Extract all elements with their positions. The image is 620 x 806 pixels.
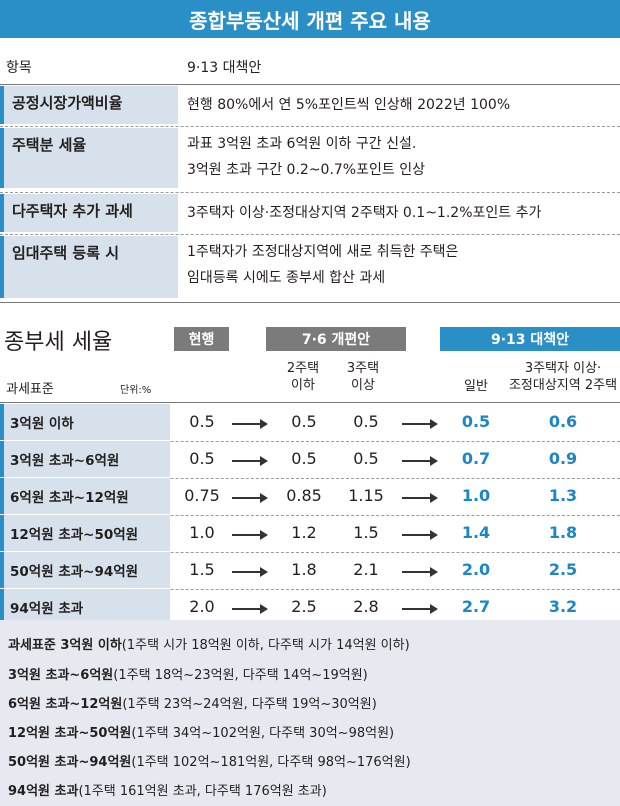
note-item: 3억원 초과~6억원(1주택 18억~23억원, 다주택 14억~19억원) — [8, 668, 368, 683]
divider — [0, 441, 620, 442]
summary-row-desc: 임대등록 시에도 종부세 합산 과세 — [187, 270, 386, 286]
arrow-right-icon — [232, 456, 268, 466]
note-item: 과세표준 3억원 이하(1주택 시가 18억원 이하, 다주택 시가 14억원 … — [8, 638, 410, 653]
rate-current: 1.0 — [189, 523, 215, 542]
summary-row-desc: 3주택자 이상·조정대상지역 2주택자 0.1~1.2%포인트 추가 — [187, 205, 542, 221]
rate-row-label: 3억원 이하 — [0, 404, 170, 440]
rate-7-6-2house: 1.2 — [291, 523, 317, 542]
rate-9-13-multi: 1.8 — [548, 523, 578, 542]
rate-9-13-multi: 3.2 — [548, 597, 578, 616]
divider — [0, 126, 620, 127]
rate-current: 2.0 — [189, 597, 215, 616]
summary-row-desc: 과표 3억원 초과 6억원 이하 구간 신설. — [187, 136, 417, 152]
notes-panel: 과세표준 3억원 이하(1주택 시가 18억원 이하, 다주택 시가 14억원 … — [0, 620, 620, 806]
summary-row-label: 다주택자 추가 과세 — [0, 194, 178, 232]
note-item: 94억원 초과(1주택 161억원 초과, 다주택 176억원 초과) — [8, 784, 327, 799]
arrow-right-icon — [402, 493, 438, 503]
divider — [0, 192, 620, 193]
rate-9-13-multi: 0.9 — [548, 449, 578, 468]
col-3-house: 3주택 이상 — [346, 361, 380, 393]
arrow-right-icon — [232, 604, 268, 614]
arrow-right-icon — [402, 530, 438, 540]
arrow-right-icon — [402, 604, 438, 614]
rate-7-6-2house: 0.85 — [286, 486, 322, 505]
rate-row-label: 12억원 초과~50억원 — [0, 515, 170, 551]
rate-7-6-2house: 1.8 — [291, 560, 317, 579]
rate-7-6-2house: 0.5 — [291, 449, 317, 468]
rate-7-6-2house: 0.5 — [291, 412, 317, 431]
summary-row-desc: 3억원 초과 구간 0.2~0.7%포인트 인상 — [187, 162, 425, 178]
rate-current: 0.75 — [184, 486, 220, 505]
arrow-right-icon — [402, 567, 438, 577]
arrow-right-icon — [232, 530, 268, 540]
col-2-house: 2주택 이하 — [286, 361, 320, 393]
pill-7-6-plan: 7·6 개편안 — [266, 327, 406, 351]
divider — [0, 302, 620, 303]
pill-9-13-plan: 9·13 대책안 — [440, 327, 620, 351]
arrow-right-icon — [402, 419, 438, 429]
rates-title: 종부세 세율 — [4, 330, 113, 355]
summary-row-label: 공정시장가액비율 — [0, 86, 178, 124]
unit-label: 단위:% — [120, 385, 152, 396]
note-item: 50억원 초과~94억원(1주택 102억~181억원, 다주택 98억~176… — [8, 755, 411, 770]
divider — [0, 478, 620, 479]
divider — [0, 84, 620, 85]
rate-row-label: 50억원 초과~94억원 — [0, 552, 170, 588]
note-item: 6억원 초과~12억원(1주택 23억~24억원, 다주택 19억~30억원) — [8, 697, 377, 712]
rate-row-label: 6억원 초과~12억원 — [0, 478, 170, 514]
pill-current: 현행 — [174, 327, 229, 351]
arrow-right-icon — [232, 567, 268, 577]
rate-7-6-3house: 2.1 — [353, 560, 379, 579]
rate-9-13-general: 2.0 — [461, 560, 491, 579]
rate-9-13-general: 0.5 — [461, 412, 491, 431]
tax-base-label: 과세표준 — [6, 382, 54, 397]
rate-7-6-3house: 2.8 — [353, 597, 379, 616]
rate-9-13-multi: 0.6 — [548, 412, 578, 431]
col-multi-house: 3주택자 이상· 조정대상지역 2주택 — [508, 361, 618, 393]
divider — [0, 402, 620, 403]
rate-row-label: 3억원 초과~6억원 — [0, 441, 170, 477]
rate-7-6-3house: 1.15 — [348, 486, 384, 505]
rate-current: 0.5 — [189, 412, 215, 431]
summary-row-desc: 1주택자가 조정대상지역에 새로 취득한 주택은 — [187, 244, 459, 260]
divider — [0, 515, 620, 516]
rate-9-13-general: 1.0 — [461, 486, 491, 505]
rate-9-13-general: 0.7 — [461, 449, 491, 468]
summary-row-desc: 현행 80%에서 연 5%포인트씩 인상해 2022년 100% — [187, 97, 511, 113]
rate-current: 0.5 — [189, 449, 215, 468]
arrow-right-icon — [232, 419, 268, 429]
rate-9-13-multi: 1.3 — [548, 486, 578, 505]
rate-7-6-2house: 2.5 — [291, 597, 317, 616]
arrow-right-icon — [402, 456, 438, 466]
page-title: 종합부동산세 개편 주요 내용 — [0, 0, 620, 38]
col-general: 일반 — [464, 379, 488, 394]
rate-current: 1.5 — [189, 560, 215, 579]
note-item: 12억원 초과~50억원(1주택 34억~102억원, 다주택 30억~98억원… — [8, 726, 395, 741]
summary-row-label: 임대주택 등록 시 — [0, 236, 178, 298]
rate-row-label: 94억원 초과 — [0, 589, 170, 625]
summary-col-item: 항목 — [6, 60, 32, 76]
rate-7-6-3house: 0.5 — [353, 449, 379, 468]
summary-col-plan: 9·13 대책안 — [187, 60, 262, 76]
divider — [0, 589, 620, 590]
rate-7-6-3house: 0.5 — [353, 412, 379, 431]
divider — [0, 234, 620, 235]
rate-7-6-3house: 1.5 — [353, 523, 379, 542]
rate-9-13-general: 1.4 — [461, 523, 491, 542]
summary-row-label: 주택분 세율 — [0, 128, 178, 188]
rate-9-13-general: 2.7 — [461, 597, 491, 616]
rate-9-13-multi: 2.5 — [548, 560, 578, 579]
arrow-right-icon — [232, 493, 268, 503]
divider — [0, 552, 620, 553]
